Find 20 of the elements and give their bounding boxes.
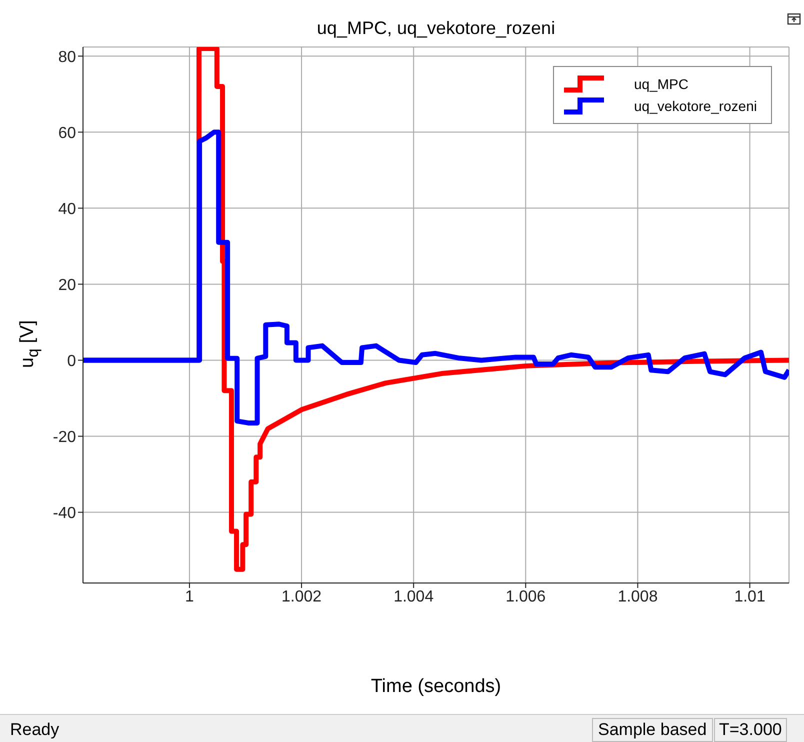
x-tick-label: 1.002 — [282, 588, 322, 606]
x-tick-label: 1.006 — [506, 588, 546, 606]
legend-label: uq_vekotore_rozeni — [634, 98, 757, 114]
x-tick-label: 1 — [185, 588, 194, 606]
x-tick-label: 1.004 — [394, 588, 434, 606]
y-tick-label: 40 — [58, 200, 76, 218]
y-tick-label: 80 — [58, 48, 76, 66]
text: T=3.000 — [714, 718, 787, 742]
text: Sample based — [592, 718, 713, 742]
legend-label: uq_MPC — [634, 76, 688, 92]
x-tick-label: 1.01 — [734, 588, 766, 606]
y-tick-label: 0 — [67, 352, 76, 370]
y-tick-label: 20 — [58, 276, 76, 294]
y-tick-label: -40 — [52, 504, 76, 522]
chart-title: uq_MPC, uq_vekotore_rozeni — [316, 18, 556, 39]
x-tick-label: 1.008 — [618, 588, 658, 606]
x-axis-title: Time (seconds) — [370, 676, 502, 698]
text: Ready — [10, 720, 60, 740]
y-tick-label: 60 — [58, 124, 76, 142]
y-tick-label: -20 — [52, 428, 76, 446]
